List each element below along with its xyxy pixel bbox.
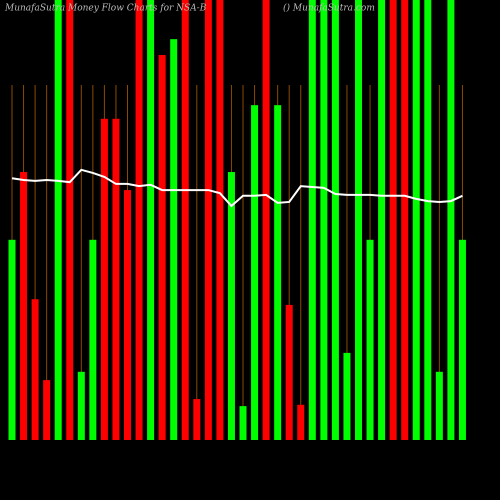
bar [193,399,201,440]
bar [89,239,97,440]
bar [366,239,374,440]
bar [43,380,51,440]
bar [285,304,293,440]
bar [343,352,351,440]
bar [100,118,108,441]
bar [389,0,397,440]
bar [458,239,466,440]
bar [158,55,166,440]
bar [331,0,339,440]
bar [308,0,316,440]
bar [424,0,432,440]
bar [297,404,305,440]
bar [66,0,74,440]
bar [227,172,235,441]
chart-title: MunafaSutra Money Flow Charts for NSA-B [4,4,207,14]
bar [170,39,178,440]
bar [216,0,224,440]
bar [239,406,247,440]
bar [124,190,131,440]
bar [54,0,62,440]
bar [31,299,39,440]
bar [401,0,409,440]
bar [320,0,328,440]
bar [378,0,386,440]
plot [8,0,466,441]
bar [135,0,143,440]
money-flow-line [11,168,463,208]
bar [147,0,155,440]
bar [435,371,443,440]
bar [262,0,270,440]
chart-subtitle: () MunafaSutra.com [283,3,375,14]
bar [274,105,282,440]
bar [8,239,16,440]
bar [77,371,85,440]
bar [412,0,420,440]
bar [355,0,362,440]
bar [204,0,212,440]
bar [181,0,189,440]
bar [20,172,28,441]
bar [447,0,455,440]
bar [251,105,259,440]
bar [112,118,120,441]
